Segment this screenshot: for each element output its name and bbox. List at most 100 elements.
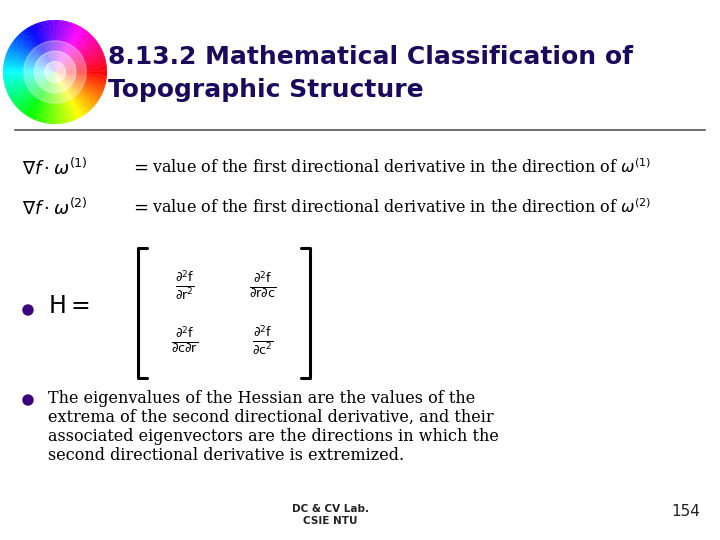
Polygon shape <box>21 32 55 72</box>
Polygon shape <box>55 72 99 100</box>
Polygon shape <box>5 56 55 72</box>
Polygon shape <box>55 72 91 110</box>
Polygon shape <box>42 72 55 123</box>
Polygon shape <box>55 29 86 72</box>
Polygon shape <box>55 59 106 72</box>
Polygon shape <box>55 72 84 116</box>
Polygon shape <box>55 72 99 102</box>
Polygon shape <box>55 72 90 112</box>
Polygon shape <box>55 51 103 72</box>
Polygon shape <box>17 72 55 109</box>
Polygon shape <box>55 64 107 72</box>
Polygon shape <box>32 72 55 119</box>
Polygon shape <box>55 72 65 123</box>
Polygon shape <box>16 37 55 72</box>
Polygon shape <box>55 32 89 72</box>
Polygon shape <box>55 21 63 72</box>
Polygon shape <box>4 72 55 80</box>
Polygon shape <box>55 72 88 113</box>
Polygon shape <box>55 72 60 124</box>
Polygon shape <box>55 22 71 72</box>
Polygon shape <box>9 72 55 97</box>
Polygon shape <box>55 72 101 98</box>
Polygon shape <box>55 72 97 104</box>
Polygon shape <box>17 36 55 72</box>
Polygon shape <box>55 72 105 86</box>
Polygon shape <box>55 66 107 72</box>
Text: $\nabla f \cdot \omega^{(1)}$: $\nabla f \cdot \omega^{(1)}$ <box>22 158 88 179</box>
Polygon shape <box>55 72 56 124</box>
Polygon shape <box>55 72 105 87</box>
Polygon shape <box>55 72 107 80</box>
Polygon shape <box>55 26 81 72</box>
Polygon shape <box>55 72 82 117</box>
Polygon shape <box>24 29 55 72</box>
Polygon shape <box>55 22 71 72</box>
Polygon shape <box>11 72 55 100</box>
Polygon shape <box>7 72 55 93</box>
Polygon shape <box>55 72 79 119</box>
Polygon shape <box>27 28 55 72</box>
Polygon shape <box>55 23 75 72</box>
Polygon shape <box>12 72 55 102</box>
Polygon shape <box>55 38 96 72</box>
Polygon shape <box>52 72 55 124</box>
Polygon shape <box>55 29 84 72</box>
Polygon shape <box>44 72 55 123</box>
Polygon shape <box>6 53 55 72</box>
Polygon shape <box>21 72 55 112</box>
Polygon shape <box>53 20 55 72</box>
Polygon shape <box>55 72 107 75</box>
Polygon shape <box>13 72 55 104</box>
Polygon shape <box>55 58 106 72</box>
Polygon shape <box>55 24 76 72</box>
Polygon shape <box>5 57 55 72</box>
Polygon shape <box>34 24 55 72</box>
Polygon shape <box>55 72 96 104</box>
Text: $\nabla f \cdot \omega^{(2)}$: $\nabla f \cdot \omega^{(2)}$ <box>22 198 88 219</box>
Polygon shape <box>55 35 92 72</box>
Polygon shape <box>55 21 66 72</box>
Polygon shape <box>55 72 94 108</box>
Polygon shape <box>5 56 55 72</box>
Polygon shape <box>19 72 55 111</box>
Polygon shape <box>55 72 104 90</box>
Polygon shape <box>55 38 95 72</box>
Polygon shape <box>55 33 90 72</box>
Polygon shape <box>8 72 55 96</box>
Polygon shape <box>55 40 97 72</box>
Polygon shape <box>43 72 55 123</box>
Polygon shape <box>4 63 55 72</box>
Polygon shape <box>6 72 55 91</box>
Polygon shape <box>7 50 55 72</box>
Polygon shape <box>39 22 55 72</box>
Polygon shape <box>24 30 55 72</box>
Polygon shape <box>55 72 68 123</box>
Polygon shape <box>55 29 85 72</box>
Polygon shape <box>55 49 102 72</box>
Polygon shape <box>19 33 55 72</box>
Polygon shape <box>55 72 107 80</box>
Polygon shape <box>23 72 55 114</box>
Polygon shape <box>55 72 68 123</box>
Polygon shape <box>55 61 106 72</box>
Polygon shape <box>37 72 55 122</box>
Text: $\frac{\partial^2 \mathrm{f}}{\partial \mathrm{r}\partial \mathrm{c}}$: $\frac{\partial^2 \mathrm{f}}{\partial \… <box>249 269 276 300</box>
Polygon shape <box>9 45 55 72</box>
Polygon shape <box>55 52 104 72</box>
Polygon shape <box>3 72 55 74</box>
Polygon shape <box>53 72 55 124</box>
Text: $\mathrm{H} = $: $\mathrm{H} = $ <box>48 295 89 318</box>
Polygon shape <box>53 20 55 72</box>
Polygon shape <box>55 72 107 77</box>
Polygon shape <box>47 21 55 72</box>
Polygon shape <box>55 72 102 94</box>
Text: $\frac{\partial^2 \mathrm{f}}{\partial \mathrm{c}\partial \mathrm{r}}$: $\frac{\partial^2 \mathrm{f}}{\partial \… <box>171 325 199 355</box>
Polygon shape <box>17 36 55 72</box>
Polygon shape <box>55 72 84 116</box>
Polygon shape <box>55 72 89 113</box>
Polygon shape <box>6 55 55 72</box>
Polygon shape <box>11 72 55 101</box>
Text: value of the first directional derivative in the direction of $\omega^{(1)}$: value of the first directional derivativ… <box>152 158 652 177</box>
Polygon shape <box>55 72 98 102</box>
